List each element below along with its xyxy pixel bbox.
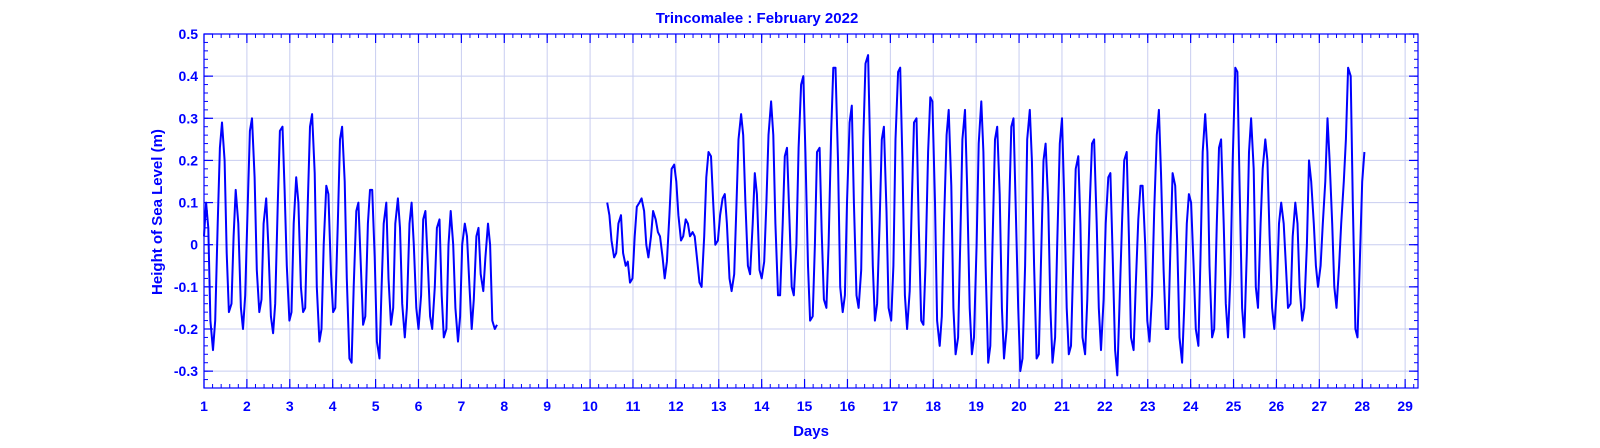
x-tick-label: 22 xyxy=(1097,398,1113,414)
x-tick-label: 12 xyxy=(668,398,684,414)
x-tick-label: 8 xyxy=(500,398,508,414)
chart-title: Trincomalee : February 2022 xyxy=(656,10,859,27)
x-tick-label: 11 xyxy=(626,398,641,414)
x-tick-label: 15 xyxy=(797,398,813,414)
x-tick-label: 6 xyxy=(415,398,423,414)
y-axis-label: Height of Sea Level (m) xyxy=(149,129,166,295)
x-tick-label: 18 xyxy=(925,398,941,414)
y-tick-label: -0.3 xyxy=(174,363,198,379)
x-tick-label: 19 xyxy=(968,398,984,414)
x-tick-label: 25 xyxy=(1226,398,1242,414)
y-tick-label: 0.2 xyxy=(179,152,199,168)
y-tick-label: -0.2 xyxy=(174,321,198,337)
y-tick-label: 0 xyxy=(190,237,198,253)
x-tick-label: 23 xyxy=(1140,398,1156,414)
x-tick-label: 28 xyxy=(1354,398,1370,414)
x-tick-label: 10 xyxy=(582,398,598,414)
x-tick-label: 24 xyxy=(1183,398,1199,414)
sea-level-line-segment xyxy=(606,54,1366,377)
x-tick-label: 21 xyxy=(1054,398,1070,414)
x-tick-label: 7 xyxy=(457,398,465,414)
y-tick-label: -0.1 xyxy=(174,279,198,295)
plot-area xyxy=(203,54,1366,377)
y-tick-label: 0.3 xyxy=(179,110,199,126)
x-tick-label: 14 xyxy=(754,398,770,414)
x-tick-label: 29 xyxy=(1397,398,1413,414)
x-tick-label: 3 xyxy=(286,398,294,414)
x-tick-label: 13 xyxy=(711,398,727,414)
x-tick-label: 17 xyxy=(883,398,899,414)
x-tick-label: 27 xyxy=(1312,398,1328,414)
x-tick-label: 9 xyxy=(543,398,551,414)
y-tick-label: 0.5 xyxy=(179,26,199,42)
x-tick-label: 20 xyxy=(1011,398,1027,414)
x-tick-label: 1 xyxy=(200,398,208,414)
x-tick-label: 2 xyxy=(243,398,251,414)
axes: 1 2 3 4 5 6 7 8 9 10 11 12 13 14 15 16 17 18 19 20 21 22 23 24 2… xyxy=(174,26,1419,414)
x-tick-label: 4 xyxy=(329,398,337,414)
x-tick-label: 16 xyxy=(840,398,856,414)
y-tick-label: 0.4 xyxy=(179,68,199,84)
y-tick-label: 0.1 xyxy=(179,195,199,211)
sea-level-line-segment xyxy=(203,113,498,364)
x-tick-label: 5 xyxy=(372,398,380,414)
x-axis-label: Days xyxy=(793,423,829,440)
x-tick-label: 26 xyxy=(1269,398,1285,414)
